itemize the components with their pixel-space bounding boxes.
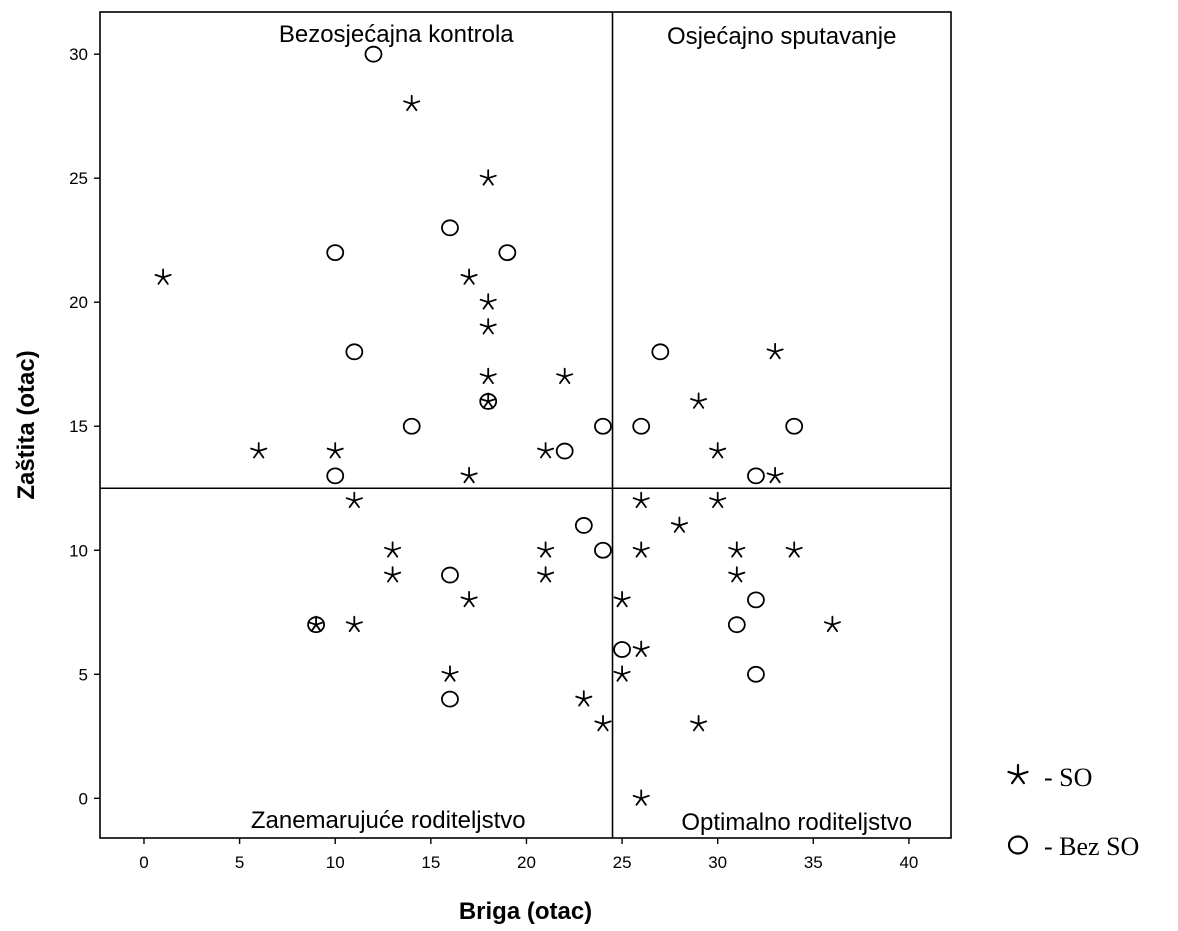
point-so (690, 715, 708, 732)
x-tick-label: 5 (235, 853, 244, 872)
point-so (345, 491, 363, 508)
quadrant-label-bottom-left: Zanemarujuće roditeljstvo (251, 807, 526, 834)
point-bez-so (651, 343, 670, 361)
point-so (460, 268, 478, 285)
point-so (537, 442, 555, 459)
point-bez-so (307, 616, 325, 634)
y-tick-label: 30 (69, 45, 88, 64)
point-so (709, 442, 727, 459)
point-bez-so (594, 417, 612, 435)
point-bez-so (479, 393, 498, 410)
point-so (613, 591, 631, 608)
point-bez-so (747, 665, 765, 683)
x-tick-label: 30 (708, 853, 727, 872)
point-so (537, 566, 555, 583)
point-so (613, 665, 631, 682)
point-so (766, 466, 784, 484)
point-so (479, 169, 497, 186)
point-bez-so (441, 566, 459, 584)
point-so (728, 566, 746, 583)
point-so (766, 342, 784, 360)
legend-label: - Bez SO (1044, 832, 1139, 861)
x-tick-label: 10 (326, 853, 345, 872)
legend: - SO - Bez SO (1007, 763, 1139, 861)
x-tick-label: 40 (899, 853, 918, 872)
point-so (556, 367, 574, 384)
plot-frame (99, 11, 952, 839)
point-so (441, 665, 459, 682)
quadrant-label-top-right: Osjećajno sputavanje (667, 23, 896, 50)
y-tick-label: 0 (79, 789, 88, 808)
point-so (823, 615, 841, 633)
point-so (479, 367, 497, 384)
point-so (307, 615, 325, 633)
point-so (326, 442, 344, 459)
point-so (594, 715, 612, 732)
y-tick-label: 15 (69, 417, 88, 436)
point-bez-so (441, 219, 459, 237)
point-so (479, 392, 497, 409)
legend-label: - SO (1044, 763, 1092, 792)
legend-star-marker (1007, 763, 1029, 785)
point-so (632, 640, 650, 657)
point-bez-so (785, 417, 804, 435)
point-bez-so (345, 343, 364, 361)
point-bez-so (747, 591, 765, 609)
point-so (575, 690, 593, 707)
point-so (403, 94, 421, 112)
point-bez-so (727, 616, 746, 634)
point-bez-so (574, 517, 593, 534)
point-bez-so (402, 417, 421, 435)
point-so (479, 318, 497, 335)
point-bez-so (326, 244, 345, 262)
point-so (384, 541, 402, 558)
point-so (670, 516, 688, 533)
point-bez-so (326, 467, 345, 485)
point-so (479, 293, 497, 310)
point-bez-so (747, 467, 765, 485)
point-so (384, 566, 402, 583)
point-so (632, 491, 650, 508)
point-bez-so (594, 541, 612, 559)
y-axis-title: Zaštita (otac) (13, 350, 40, 499)
point-so (345, 615, 363, 633)
point-so (154, 268, 172, 285)
x-tick-label: 15 (421, 853, 440, 872)
y-tick-label: 5 (79, 665, 88, 684)
x-tick-label: 25 (613, 853, 632, 872)
x-tick-label: 20 (517, 853, 536, 872)
x-axis-title: Briga (otac) (459, 898, 592, 925)
point-bez-so (364, 45, 383, 63)
y-tick-label: 25 (69, 169, 88, 188)
point-so (690, 392, 708, 409)
quadrant-label-top-left: Bezosjećajna kontrola (279, 21, 514, 48)
x-tick-label: 35 (804, 853, 823, 872)
point-bez-so (441, 690, 459, 708)
point-so (785, 541, 803, 558)
x-tick-label: 0 (139, 853, 148, 872)
point-bez-so (498, 244, 517, 262)
y-tick-label: 10 (69, 541, 88, 560)
point-bez-so (555, 442, 574, 460)
point-so (250, 442, 268, 459)
point-so (632, 789, 650, 806)
point-bez-so (632, 417, 651, 435)
point-bez-so (613, 641, 631, 658)
y-tick-label: 20 (69, 293, 88, 312)
point-so (728, 541, 746, 558)
quadrant-label-bottom-right: Optimalno roditeljstvo (681, 809, 912, 836)
point-so (460, 591, 478, 608)
point-so (632, 541, 650, 558)
legend-circle-marker (1007, 835, 1029, 855)
point-so (537, 541, 555, 558)
point-so (709, 491, 727, 508)
point-so (460, 466, 478, 484)
